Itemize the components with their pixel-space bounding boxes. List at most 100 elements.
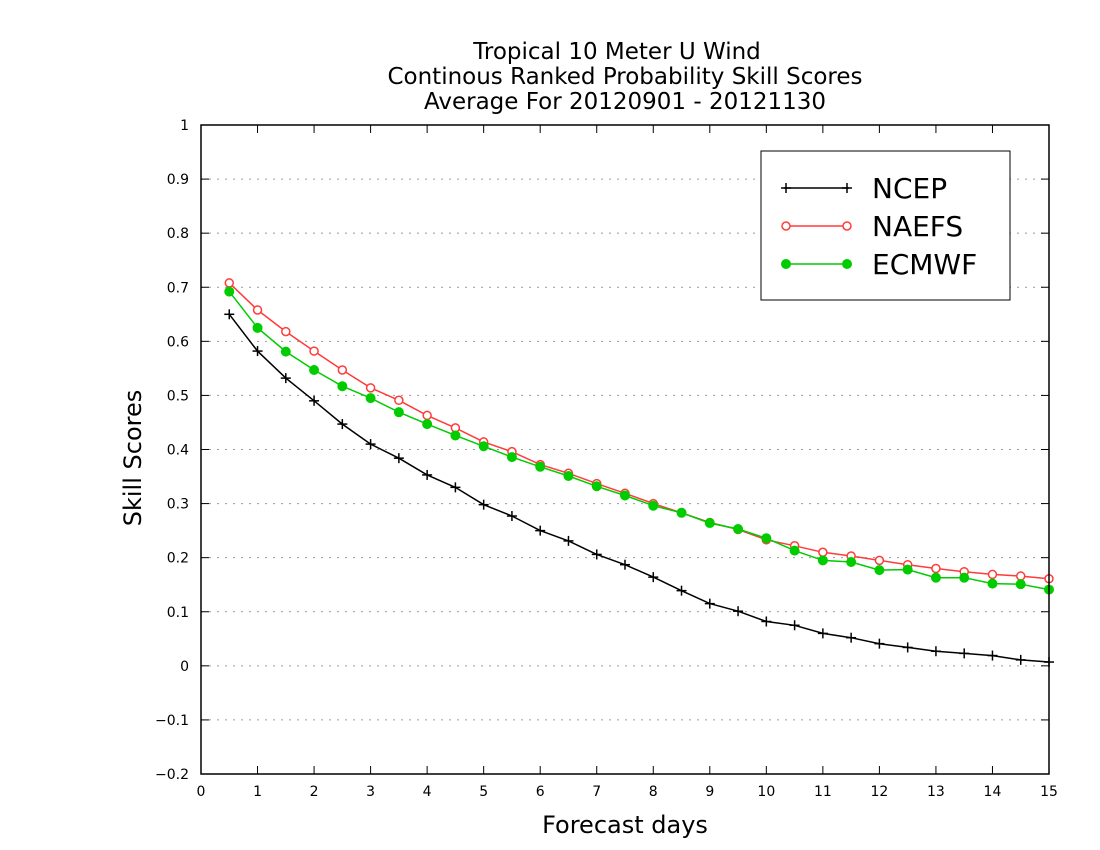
data-point-ecmwf	[761, 533, 772, 544]
data-point-ncep	[874, 638, 885, 649]
series-naefs	[224, 278, 1054, 584]
data-point-naefs	[874, 555, 885, 566]
data-point-ncep	[648, 572, 659, 583]
data-point-ecmwf	[704, 518, 715, 529]
y-tick-label: 0	[180, 659, 189, 675]
y-tick-label: 0.9	[167, 172, 189, 188]
x-tick-label: 9	[705, 784, 714, 800]
data-point-ncep	[422, 469, 433, 480]
legend-items: NCEP NAEFS ECMWF	[781, 172, 977, 281]
data-point-naefs	[394, 395, 404, 406]
legend-label-ecmwf: ECMWF	[872, 248, 977, 281]
x-tick-label: 5	[479, 784, 488, 800]
data-point-ncep	[789, 620, 800, 631]
y-tick-label: 0.7	[167, 280, 189, 296]
data-point-ncep	[337, 419, 348, 430]
data-point-ecmwf	[1015, 579, 1026, 590]
chart-title-line-1: Tropical 10 Meter U Wind	[472, 39, 761, 65]
data-point-ncep	[959, 648, 970, 659]
data-point-ecmwf	[733, 524, 744, 535]
series-line-naefs	[228, 282, 1050, 580]
data-point-ecmwf	[563, 471, 574, 482]
x-axis-label: Forecast days	[542, 811, 708, 839]
data-point-ncep	[280, 373, 291, 384]
data-point-ecmwf	[506, 452, 517, 463]
x-tick-label: 7	[592, 784, 601, 800]
data-point-ecmwf	[959, 572, 970, 583]
x-tick-label: 0	[197, 784, 206, 800]
data-point-naefs	[281, 326, 291, 337]
legend-marker-ecmwf	[842, 259, 852, 269]
series-ecmwf	[224, 286, 1054, 595]
data-point-ncep	[733, 606, 744, 617]
data-point-naefs	[224, 278, 235, 288]
data-point-ecmwf	[252, 322, 263, 333]
data-point-ecmwf	[620, 490, 630, 501]
data-point-ncep	[676, 585, 687, 596]
data-point-ncep	[620, 559, 630, 570]
data-point-ncep	[846, 632, 857, 643]
data-point-ncep	[309, 395, 320, 406]
x-tick-label: 13	[927, 784, 945, 800]
legend-marker-ncep	[781, 183, 791, 193]
x-tick-label: 3	[366, 784, 375, 800]
data-point-ncep	[987, 650, 998, 661]
legend: NCEP NAEFS ECMWF	[760, 150, 1011, 301]
data-point-ecmwf	[817, 555, 828, 566]
data-point-ncep	[365, 439, 376, 450]
x-tick-label: 15	[1040, 784, 1058, 800]
y-tick-label: 0.2	[167, 551, 189, 567]
data-point-ecmwf	[591, 481, 602, 492]
data-point-ecmwf	[987, 578, 998, 589]
chart-title: Tropical 10 Meter U Wind Continous Ranke…	[387, 39, 862, 115]
data-point-ncep	[535, 525, 546, 536]
x-tick-label: 6	[536, 784, 545, 800]
data-point-naefs	[818, 547, 828, 558]
y-tick-label: 0.1	[167, 605, 189, 621]
data-point-naefs	[309, 346, 319, 356]
legend-label-naefs: NAEFS	[872, 210, 963, 243]
data-point-ecmwf	[224, 286, 235, 297]
y-tick-label: −0.1	[155, 713, 189, 729]
data-point-ncep	[1015, 654, 1026, 665]
data-point-ncep	[506, 511, 517, 522]
data-point-naefs	[365, 383, 376, 393]
data-point-ncep	[761, 616, 772, 627]
chart-title-line-2: Continous Ranked Probability Skill Score…	[387, 64, 862, 90]
data-point-naefs	[1015, 571, 1026, 581]
data-point-ecmwf	[450, 430, 461, 441]
series-line-ncep	[228, 313, 1050, 663]
data-point-ecmwf	[280, 346, 291, 357]
data-point-ecmwf	[535, 461, 546, 472]
x-tick-label: 4	[423, 784, 432, 800]
data-point-ecmwf	[874, 565, 885, 576]
data-point-ecmwf	[930, 572, 941, 583]
x-tick-label: 12	[870, 784, 888, 800]
data-point-ecmwf	[902, 564, 913, 575]
legend-item-naefs: NAEFS	[781, 210, 963, 243]
data-point-ecmwf	[478, 441, 489, 452]
data-point-ncep	[224, 309, 235, 320]
legend-marker-ncep	[842, 183, 852, 193]
data-point-ecmwf	[846, 556, 857, 567]
series-ncep	[224, 309, 1054, 668]
data-point-ncep	[478, 499, 489, 510]
legend-label-ncep: NCEP	[872, 172, 947, 205]
data-point-ecmwf	[393, 407, 404, 418]
y-tick-label: 0.4	[167, 443, 189, 459]
data-point-ncep	[930, 646, 941, 657]
data-point-naefs	[337, 365, 348, 375]
data-point-naefs	[252, 305, 263, 315]
legend-marker-ecmwf	[781, 259, 791, 269]
data-point-ecmwf	[337, 381, 348, 392]
legend-item-ncep: NCEP	[781, 172, 947, 205]
legend-marker-naefs	[842, 221, 852, 231]
data-point-naefs	[931, 563, 941, 574]
x-tick-label: 1	[253, 784, 262, 800]
y-tick-label: −0.2	[155, 767, 189, 783]
series-line-ecmwf	[228, 291, 1050, 591]
x-tick-label: 2	[310, 784, 319, 800]
data-point-ecmwf	[309, 364, 320, 375]
data-point-ncep	[704, 598, 715, 609]
legend-item-ecmwf: ECMWF	[781, 248, 977, 281]
